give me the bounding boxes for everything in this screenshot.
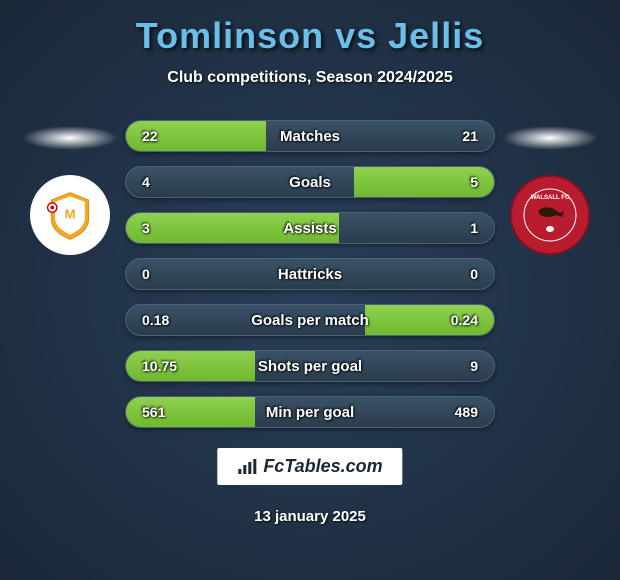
stat-row: 0.18 Goals per match 0.24 bbox=[125, 304, 495, 336]
stat-label: Assists bbox=[283, 220, 336, 237]
chart-icon bbox=[237, 459, 257, 475]
stat-row: 4 Goals 5 bbox=[125, 166, 495, 198]
stat-value-left: 10.75 bbox=[142, 358, 192, 374]
stat-row: 561 Min per goal 489 bbox=[125, 396, 495, 428]
footer-date: 13 january 2025 bbox=[254, 508, 366, 525]
stat-row: 3 Assists 1 bbox=[125, 212, 495, 244]
stat-row: 10.75 Shots per goal 9 bbox=[125, 350, 495, 382]
stat-value-right: 5 bbox=[428, 174, 478, 190]
stat-value-left: 4 bbox=[142, 174, 192, 190]
subtitle: Club competitions, Season 2024/2025 bbox=[0, 69, 620, 87]
stat-value-right: 0 bbox=[428, 266, 478, 282]
stat-label: Min per goal bbox=[266, 404, 354, 421]
stat-value-left: 3 bbox=[142, 220, 192, 236]
stat-label: Matches bbox=[280, 128, 340, 145]
stat-value-right: 0.24 bbox=[428, 312, 478, 328]
stat-value-left: 561 bbox=[142, 404, 192, 420]
stat-label: Shots per goal bbox=[258, 358, 362, 375]
stat-row: 22 Matches 21 bbox=[125, 120, 495, 152]
stat-value-left: 0.18 bbox=[142, 312, 192, 328]
stat-label: Goals per match bbox=[251, 312, 369, 329]
stat-value-left: 22 bbox=[142, 128, 192, 144]
page-title: Tomlinson vs Jellis bbox=[0, 15, 620, 57]
stat-row: 0 Hattricks 0 bbox=[125, 258, 495, 290]
branding-badge[interactable]: FcTables.com bbox=[217, 448, 402, 485]
comparison-card: Tomlinson vs Jellis Club competitions, S… bbox=[0, 0, 620, 580]
stat-value-right: 489 bbox=[428, 404, 478, 420]
stats-list: 22 Matches 21 4 Goals 5 3 Assists 1 0 Hattricks 0 0.… bbox=[0, 120, 620, 442]
stat-value-left: 0 bbox=[142, 266, 192, 282]
stat-value-right: 21 bbox=[428, 128, 478, 144]
branding-text: FcTables.com bbox=[263, 456, 382, 477]
stat-label: Goals bbox=[289, 174, 331, 191]
stat-value-right: 9 bbox=[428, 358, 478, 374]
stat-value-right: 1 bbox=[428, 220, 478, 236]
stat-label: Hattricks bbox=[278, 266, 342, 283]
